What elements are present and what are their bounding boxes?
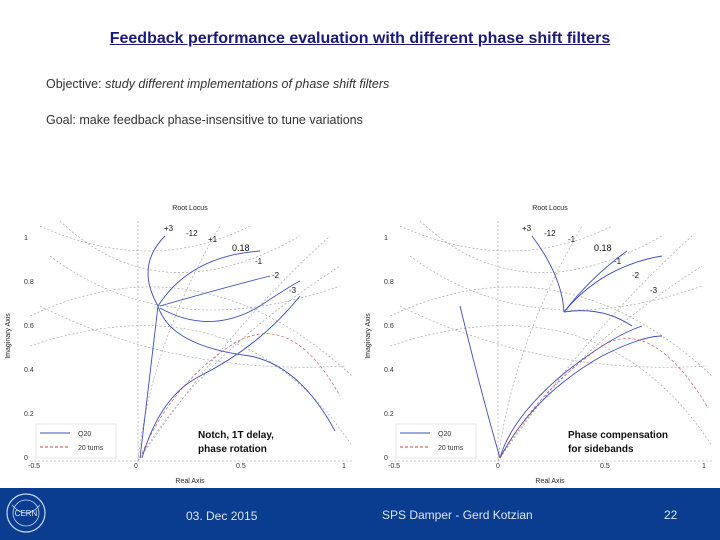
gain-label: -1 (568, 235, 576, 244)
red-locus-curves (139, 333, 341, 459)
plot-title: Root Locus (532, 205, 568, 212)
gain-label: +3 (522, 224, 532, 233)
gain-label: -1 (614, 257, 622, 266)
y-tick: 0.8 (24, 279, 34, 286)
x-axis-label: Real Axis (175, 478, 205, 485)
gain-label: -3 (289, 286, 297, 295)
red-locus-curves (499, 338, 708, 459)
gain-label: 0.18 (594, 243, 612, 253)
x-tick: -0.5 (388, 463, 400, 470)
y-tick: 1 (384, 235, 388, 242)
objective-text: study different implementations of phase… (105, 77, 390, 91)
y-tick: 0.6 (384, 323, 394, 330)
gain-label: -2 (272, 271, 280, 280)
plot-caption-line2: phase rotation (198, 444, 267, 455)
logo-text: CERN (15, 509, 38, 518)
y-tick: 0.2 (384, 411, 394, 418)
cern-logo-icon: CERN (6, 493, 46, 533)
legend-entry: Q20 (438, 431, 451, 438)
gain-label: 0.18 (232, 243, 250, 253)
objective-line: Objective: study different implementatio… (46, 77, 389, 91)
plot-caption-line1: Notch, 1T delay, (198, 430, 274, 441)
damping-grid (29, 220, 353, 462)
plot-title: Root Locus (172, 205, 208, 212)
damping-grid (389, 220, 713, 462)
y-tick: 0.8 (384, 279, 394, 286)
y-tick: 0.2 (24, 411, 34, 418)
gain-label: -3 (650, 286, 658, 295)
legend-entry: Q20 (78, 431, 91, 438)
footer-author: SPS Damper - Gerd Kotzian (382, 508, 533, 522)
legend: Q20 20 turns (35, 423, 117, 459)
x-tick: 1 (342, 463, 346, 470)
x-axis-label: Real Axis (535, 478, 565, 485)
gain-label: -1 (255, 257, 263, 266)
x-tick: -0.5 (28, 463, 40, 470)
footer-date: 03. Dec 2015 (186, 509, 258, 523)
y-tick: 0.4 (384, 367, 394, 374)
y-axis-label: Imaginary Axis (365, 313, 372, 359)
y-tick: 0.6 (24, 323, 34, 330)
x-tick: 0 (134, 463, 138, 470)
gain-label: -12 (186, 229, 198, 238)
y-tick: 0.4 (24, 367, 34, 374)
legend: Q20 20 turns (395, 423, 477, 459)
root-locus-plot-right: Root Locus Imaginary Axis Real Axis 1 0.… (362, 196, 720, 488)
gain-label: -12 (544, 229, 556, 238)
root-locus-plot-left: Root Locus Imaginary Axis Real Axis 1 0.… (0, 196, 360, 488)
gain-label: -2 (632, 271, 640, 280)
legend-entry: 20 turns (438, 445, 464, 452)
gain-label: +3 (164, 224, 174, 233)
y-axis-label: Imaginary Axis (5, 313, 12, 359)
gain-label: +1 (208, 235, 218, 244)
x-tick: 0.5 (236, 463, 246, 470)
root-locus-curves (139, 235, 336, 459)
y-tick: 1 (24, 235, 28, 242)
slide-title: Feedback performance evaluation with dif… (109, 30, 611, 47)
objective-label: Objective: (46, 77, 106, 91)
plot-caption-line1: Phase compensation (568, 430, 668, 441)
page-number: 22 (664, 508, 678, 522)
legend-entry: 20 turns (78, 445, 104, 452)
x-tick: 0.5 (600, 463, 610, 470)
x-tick: 0 (496, 463, 500, 470)
y-tick: 0 (24, 455, 28, 462)
y-tick: 0 (384, 455, 388, 462)
goal-line: Goal: make feedback phase-insensitive to… (46, 113, 363, 127)
slide-footer: CERN 03. Dec 2015 SPS Damper - Gerd Kotz… (0, 488, 720, 540)
plot-caption-line2: for sidebands (568, 444, 634, 455)
x-tick: 1 (702, 463, 706, 470)
